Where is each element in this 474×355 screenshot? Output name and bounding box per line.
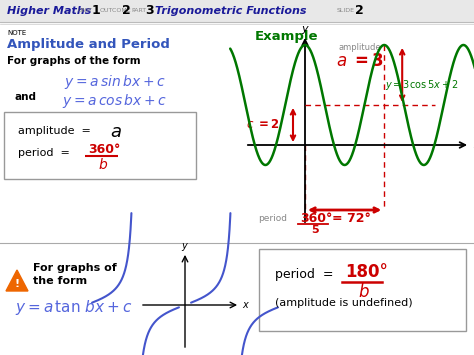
Text: $\mathit{x}$: $\mathit{x}$ <box>242 300 250 310</box>
Text: period: period <box>258 214 287 223</box>
Text: OUTCOME: OUTCOME <box>100 9 132 13</box>
Text: $\mathit{a}$: $\mathit{a}$ <box>110 123 122 141</box>
Text: $\mathit{x}$: $\mathit{x}$ <box>473 140 474 150</box>
Text: 1: 1 <box>92 5 101 17</box>
Text: $\mathit{y}$: $\mathit{y}$ <box>301 24 310 36</box>
Text: period  =: period = <box>275 268 334 281</box>
Bar <box>0 0 474 22</box>
Text: NOTE: NOTE <box>7 30 26 36</box>
Text: $y = a\,\mathit{cos}\,bx + c$: $y = a\,\mathit{cos}\,bx + c$ <box>62 92 168 110</box>
FancyBboxPatch shape <box>259 249 466 331</box>
Text: (amplitude is undefined): (amplitude is undefined) <box>275 298 413 308</box>
Text: Trigonometric Functions: Trigonometric Functions <box>155 6 307 16</box>
Text: !: ! <box>14 279 19 289</box>
Text: $y = a\,\tan\,bx + c$: $y = a\,\tan\,bx + c$ <box>15 298 132 317</box>
Text: 180°: 180° <box>345 263 388 281</box>
Text: $y = 3\cos 5x + 2$: $y = 3\cos 5x + 2$ <box>385 78 458 92</box>
Text: $\mathit{b}$: $\mathit{b}$ <box>98 157 108 172</box>
Text: UNIT: UNIT <box>78 9 93 13</box>
Text: 5: 5 <box>311 225 319 235</box>
Text: SLIDE: SLIDE <box>337 9 355 13</box>
Text: = 72°: = 72° <box>332 212 371 225</box>
Text: $y = a\,\mathit{sin}\,bx + c$: $y = a\,\mathit{sin}\,bx + c$ <box>64 73 166 91</box>
Text: For graphs of the form: For graphs of the form <box>7 56 141 66</box>
Text: 360°: 360° <box>88 143 120 156</box>
Text: $\mathit{a}\ \mathbf{= 3}$: $\mathit{a}\ \mathbf{= 3}$ <box>336 52 384 70</box>
Text: For graphs of: For graphs of <box>33 263 117 273</box>
Text: $\mathit{c}\ \mathbf{= 2}$: $\mathit{c}\ \mathbf{= 2}$ <box>246 119 280 131</box>
Text: Amplitude and Period: Amplitude and Period <box>7 38 170 51</box>
Text: 360°: 360° <box>300 212 332 225</box>
Text: the form: the form <box>33 276 87 286</box>
Text: 3: 3 <box>145 5 154 17</box>
Text: and: and <box>15 92 37 102</box>
Text: amplitude: amplitude <box>339 43 381 52</box>
Text: $\mathit{b}$: $\mathit{b}$ <box>358 283 370 301</box>
Text: period  =: period = <box>18 148 70 158</box>
FancyBboxPatch shape <box>4 112 196 179</box>
Text: Higher Maths: Higher Maths <box>7 6 91 16</box>
Text: 2: 2 <box>355 5 364 17</box>
Polygon shape <box>6 270 28 291</box>
Text: amplitude  =: amplitude = <box>18 126 91 136</box>
Text: PART: PART <box>131 9 146 13</box>
Text: $\mathit{y}$: $\mathit{y}$ <box>181 241 189 253</box>
Text: Example: Example <box>255 30 319 43</box>
Text: 2: 2 <box>122 5 131 17</box>
